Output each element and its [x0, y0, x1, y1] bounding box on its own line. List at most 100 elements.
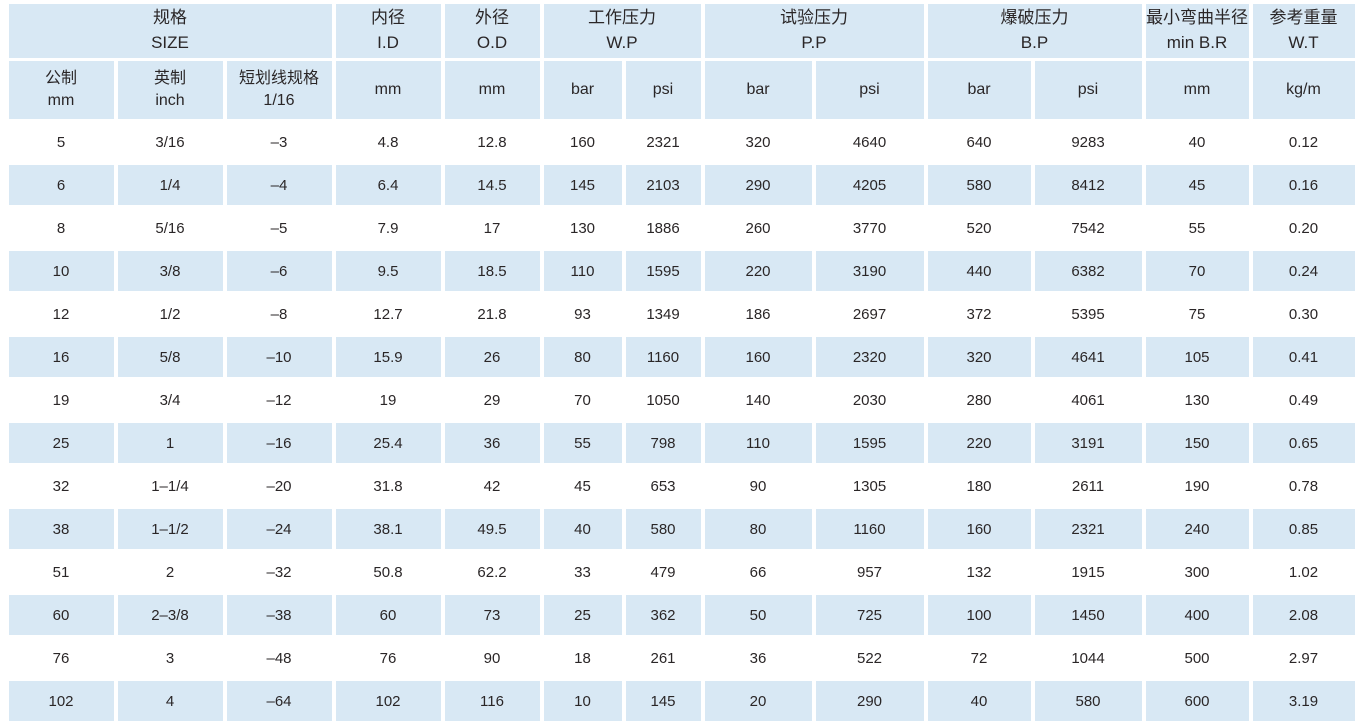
table-cell: –16 [226, 423, 332, 463]
table-cell: 0.16 [1252, 165, 1355, 205]
header-group-size: 规格 SIZE [8, 4, 332, 58]
table-header: 规格 SIZE 内径 I.D 外径 O.D 工作压力 W.P 试验压力 P.P 爆破压力 B.P 最小弯… [8, 4, 1355, 119]
table-cell: 70 [1145, 251, 1249, 291]
table-cell: 3191 [1034, 423, 1142, 463]
table-row: 38 1–1/2 –24 38.1 49.5 40 580 80 1160 160 2321 240 0… [8, 509, 1355, 549]
subheader-pp-psi: psi [815, 61, 924, 119]
header-group-wt: 参考重量 W.T [1252, 4, 1355, 58]
table-cell: 580 [927, 165, 1031, 205]
table-cell: 5 [8, 122, 114, 162]
table-cell: 957 [815, 552, 924, 592]
table-cell: 1044 [1034, 638, 1142, 678]
table-cell: 3770 [815, 208, 924, 248]
table-cell: 110 [704, 423, 812, 463]
table-cell: 12.7 [335, 294, 441, 334]
table-cell: 653 [625, 466, 701, 506]
table-cell: 15.9 [335, 337, 441, 377]
table-cell: 3.19 [1252, 681, 1355, 721]
table-row: 60 2–3/8 –38 60 73 25 362 50 725 100 1450 400 2.08 [8, 595, 1355, 635]
table-cell: 798 [625, 423, 701, 463]
table-cell: 19 [8, 380, 114, 420]
table-cell: 75 [1145, 294, 1249, 334]
table-cell: 110 [543, 251, 622, 291]
header-group-wp-zh: 工作压力 [588, 8, 656, 28]
table-cell: 150 [1145, 423, 1249, 463]
header-group-wp: 工作压力 W.P [543, 4, 701, 58]
subheader-dash-size: 短划线规格 1/16 [226, 61, 332, 119]
table-cell: 105 [1145, 337, 1249, 377]
table-cell: 6.4 [335, 165, 441, 205]
table-cell: 9.5 [335, 251, 441, 291]
table-cell: 33 [543, 552, 622, 592]
header-group-bp-zh: 爆破压力 [1000, 8, 1069, 28]
table-cell: 5/16 [117, 208, 223, 248]
table-cell: 280 [927, 380, 1031, 420]
table-row: 32 1–1/4 –20 31.8 42 45 653 90 1305 180 2611 190 0.7… [8, 466, 1355, 506]
table-cell: 0.41 [1252, 337, 1355, 377]
table-cell: 2611 [1034, 466, 1142, 506]
table-cell: 90 [444, 638, 540, 678]
table-cell: 14.5 [444, 165, 540, 205]
table-cell: 42 [444, 466, 540, 506]
table-row: 12 1/2 –8 12.7 21.8 93 1349 186 2697 372 5395 75 0.3… [8, 294, 1355, 334]
table-cell: 6382 [1034, 251, 1142, 291]
header-group-id-en: I.D [377, 33, 399, 52]
table-cell: –6 [226, 251, 332, 291]
subheader-bp-psi: psi [1034, 61, 1142, 119]
header-group-bp-en: B.P [1020, 33, 1049, 52]
table-cell: 260 [704, 208, 812, 248]
table-row: 6 1/4 –4 6.4 14.5 145 2103 290 4205 580 8412 45 0.16 [8, 165, 1355, 205]
table-cell: 4205 [815, 165, 924, 205]
table-cell: 2.97 [1252, 638, 1355, 678]
table-cell: 220 [927, 423, 1031, 463]
table-cell: 18 [543, 638, 622, 678]
table-cell: 1 [117, 423, 223, 463]
table-cell: 17 [444, 208, 540, 248]
table-cell: 66 [704, 552, 812, 592]
subheader-wt-kgm: kg/m [1252, 61, 1355, 119]
table-cell: 1050 [625, 380, 701, 420]
table-cell: 49.5 [444, 509, 540, 549]
table-cell: 72 [927, 638, 1031, 678]
table-cell: 62.2 [444, 552, 540, 592]
table-cell: 2030 [815, 380, 924, 420]
table-cell: 116 [444, 681, 540, 721]
table-cell: 0.49 [1252, 380, 1355, 420]
header-group-min-br-en: min B.R [1166, 33, 1228, 52]
table-cell: 100 [927, 595, 1031, 635]
table-cell: 38.1 [335, 509, 441, 549]
header-group-id: 内径 I.D [335, 4, 441, 58]
table-cell: 50.8 [335, 552, 441, 592]
subheader-metric-mm-en: mm [47, 92, 75, 109]
table-cell: 440 [927, 251, 1031, 291]
table-cell: 1160 [815, 509, 924, 549]
table-cell: 640 [927, 122, 1031, 162]
table-row: 102 4 –64 102 116 10 145 20 290 40 580 600 3.19 [8, 681, 1355, 721]
table-cell: 9283 [1034, 122, 1142, 162]
table-cell: 580 [625, 509, 701, 549]
table-cell: 522 [815, 638, 924, 678]
table-cell: 1/4 [117, 165, 223, 205]
table-cell: 130 [543, 208, 622, 248]
table-row: 5 3/16 –3 4.8 12.8 160 2321 320 4640 640 9283 40 0.1… [8, 122, 1355, 162]
table-cell: 29 [444, 380, 540, 420]
table-cell: 1595 [815, 423, 924, 463]
table-cell: 500 [1145, 638, 1249, 678]
table-cell: 3/8 [117, 251, 223, 291]
table-cell: 132 [927, 552, 1031, 592]
table-cell: 479 [625, 552, 701, 592]
table-cell: 140 [704, 380, 812, 420]
table-cell: 102 [8, 681, 114, 721]
table-cell: 25 [8, 423, 114, 463]
table-cell: 1915 [1034, 552, 1142, 592]
table-cell: 261 [625, 638, 701, 678]
table-row: 25 1 –16 25.4 36 55 798 110 1595 220 3191 150 0.65 [8, 423, 1355, 463]
table-row: 51 2 –32 50.8 62.2 33 479 66 957 132 1915 300 1.02 [8, 552, 1355, 592]
table-cell: 2321 [625, 122, 701, 162]
header-group-od-en: O.D [476, 33, 508, 52]
table-cell: 7.9 [335, 208, 441, 248]
table-cell: 1349 [625, 294, 701, 334]
table-cell: 20 [704, 681, 812, 721]
table-cell: 1/2 [117, 294, 223, 334]
